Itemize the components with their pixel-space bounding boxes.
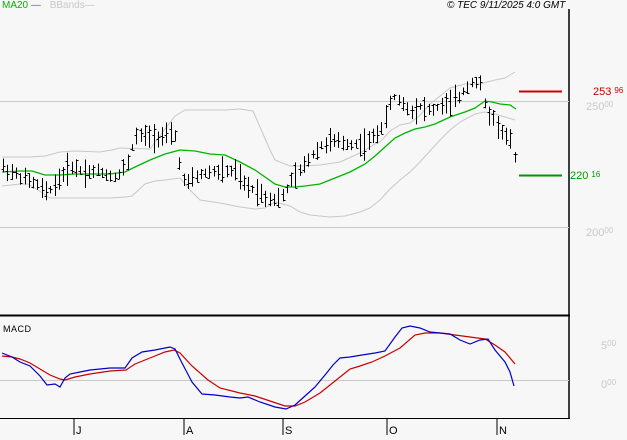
ma20-line xyxy=(1,100,517,188)
y-label-200-dec: 00 xyxy=(604,226,614,235)
macd-y-label-5-dec: 00 xyxy=(607,339,617,348)
x-label-aug: A xyxy=(186,425,194,437)
macd-y-label-5-int: 5 xyxy=(601,340,608,352)
macd-y-label-0-int: 0 xyxy=(601,379,608,391)
copyright-timestamp: © TEC 9/11/2025 4:0 GMT xyxy=(447,0,566,11)
resistance-int: 253 xyxy=(593,86,612,98)
macd-signal-line xyxy=(1,332,516,407)
x-axis-ticks xyxy=(73,419,498,435)
support-level-label: 220 16 xyxy=(570,170,600,182)
x-label-oct: O xyxy=(389,425,398,437)
y-label-250-dec: 00 xyxy=(604,100,614,109)
macd-title: MACD xyxy=(3,324,32,334)
x-label-jul: J xyxy=(76,425,82,437)
macd-line xyxy=(1,325,515,410)
ohlc-bars xyxy=(1,75,518,208)
legend-bbands: BBands— xyxy=(49,0,95,11)
bband-upper-line xyxy=(2,71,516,167)
y-label-250: 25000 xyxy=(586,100,614,113)
legend-ma20: MA20 — xyxy=(2,0,41,11)
resistance-dec: 96 xyxy=(614,86,624,95)
support-int: 220 xyxy=(570,170,589,182)
bband-lower-line xyxy=(1,111,516,218)
support-dec: 16 xyxy=(591,170,601,179)
legend-bbands-label: BBands xyxy=(49,0,85,11)
chart-legend: MA20 — BBands— xyxy=(2,0,95,11)
resistance-level-label: 253 96 xyxy=(593,86,623,98)
y-label-200-int: 200 xyxy=(586,227,605,239)
x-label-nov: N xyxy=(499,425,507,437)
x-label-sep: S xyxy=(285,425,293,437)
macd-y-label-0: 000 xyxy=(601,378,617,391)
macd-y-label-5: 500 xyxy=(601,339,617,352)
macd-y-label-0-dec: 00 xyxy=(607,378,617,387)
y-label-250-int: 250 xyxy=(586,101,605,113)
legend-ma20-label: MA20 xyxy=(2,0,29,11)
y-label-200: 20000 xyxy=(586,226,614,239)
